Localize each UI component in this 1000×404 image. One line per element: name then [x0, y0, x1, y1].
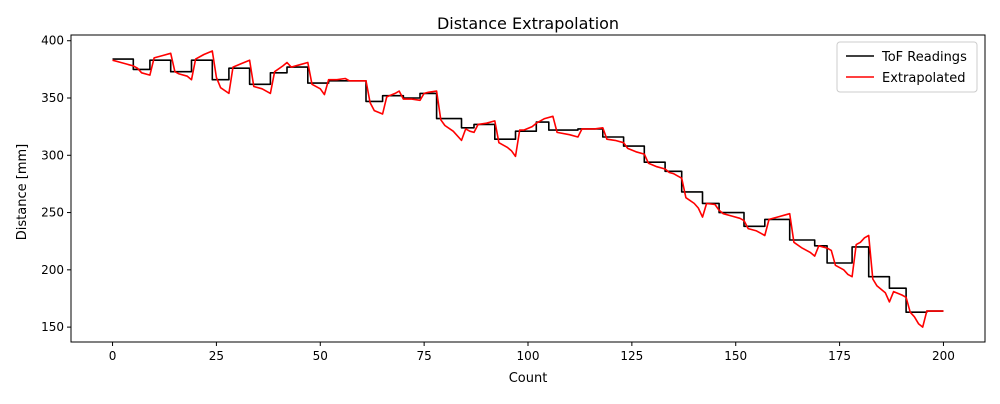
- y-axis-label: Distance [mm]: [15, 144, 30, 240]
- series-layer: [112, 50, 944, 328]
- series-line-tof-readings: [112, 58, 944, 314]
- x-tick-label: 200: [932, 349, 955, 363]
- y-tick-label: 200: [41, 263, 64, 277]
- y-tick-label: 250: [41, 206, 64, 220]
- x-axis-ticks: 0 25 50 75 100 125 150 175 200: [109, 342, 955, 363]
- y-tick-label: 300: [41, 148, 64, 162]
- legend-label-extrapolated: Extrapolated: [882, 71, 965, 86]
- x-tick-label: 125: [620, 349, 643, 363]
- plot-frame: [70, 34, 986, 343]
- x-tick-label: 100: [517, 349, 540, 363]
- series-line-extrapolated: [112, 50, 944, 328]
- x-tick-label: 175: [828, 349, 851, 363]
- x-tick-label: 50: [313, 349, 328, 363]
- y-tick-label: 150: [41, 320, 64, 334]
- chart-title: Distance Extrapolation: [437, 14, 619, 33]
- x-axis-label: Count: [509, 371, 548, 386]
- x-tick-label: 150: [724, 349, 747, 363]
- legend-label-tof-readings: ToF Readings: [881, 50, 967, 65]
- y-axis-ticks: 150 200 250 300 350 400: [41, 34, 71, 334]
- x-tick-label: 25: [209, 349, 224, 363]
- x-tick-label: 0: [109, 349, 117, 363]
- x-tick-label: 75: [416, 349, 431, 363]
- legend: ToF Readings Extrapolated: [836, 41, 978, 93]
- y-tick-label: 350: [41, 91, 64, 105]
- y-tick-label: 400: [41, 34, 64, 48]
- legend-box: [836, 41, 978, 93]
